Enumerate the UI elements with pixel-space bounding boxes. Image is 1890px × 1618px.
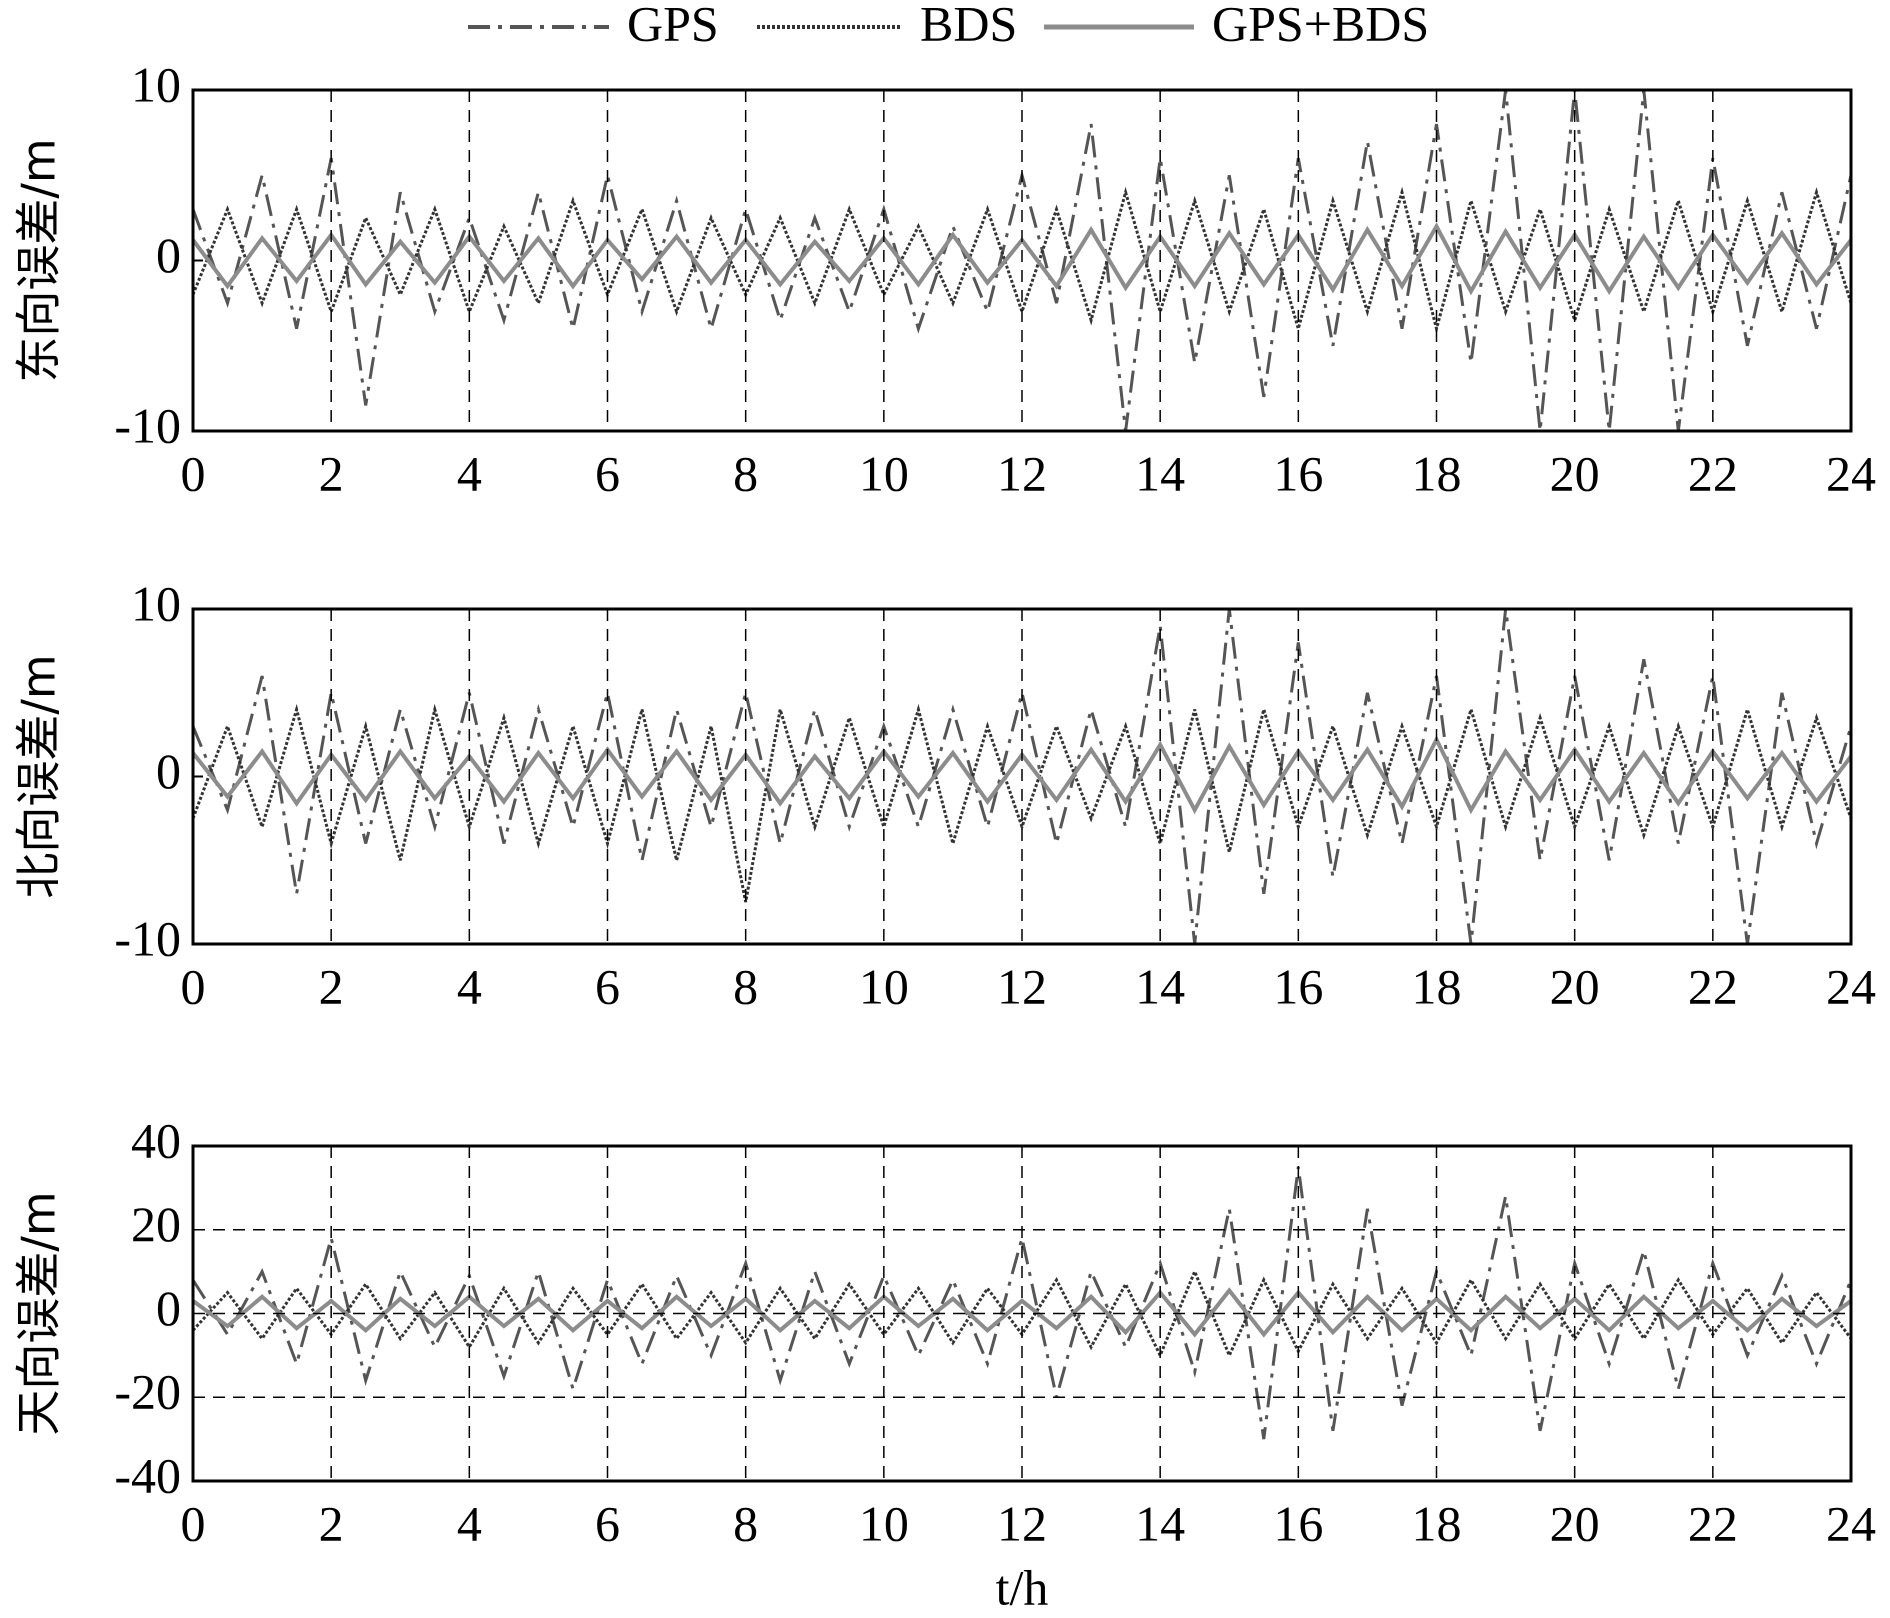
- x-tick-label: 2: [319, 958, 344, 1014]
- x-tick-label: 8: [733, 1495, 758, 1551]
- plot-frame: [191, 1144, 1853, 1483]
- x-tick-label: 0: [181, 958, 206, 1014]
- x-tick-label: 14: [1135, 1495, 1185, 1551]
- x-tick-label: 10: [859, 445, 909, 501]
- x-tick-label: 4: [457, 1495, 482, 1551]
- y-tick-label: -10: [114, 910, 181, 966]
- x-tick-label: 20: [1550, 958, 1600, 1014]
- x-tick-label: 22: [1688, 1495, 1738, 1551]
- x-tick-label: 8: [733, 445, 758, 501]
- x-tick-label: 4: [457, 958, 482, 1014]
- y-tick-label: -20: [114, 1364, 181, 1420]
- x-tick-label: 12: [997, 1495, 1047, 1551]
- x-tick-label: 2: [319, 1495, 344, 1551]
- y-tick-label: -10: [114, 397, 181, 453]
- plot-frame: [191, 88, 1853, 433]
- legend-label: BDS: [920, 0, 1017, 51]
- y-axis-label: 天向误差/m: [12, 1191, 66, 1435]
- x-tick-label: 10: [859, 1495, 909, 1551]
- x-tick-label: 6: [595, 958, 620, 1014]
- x-tick-label: 4: [457, 445, 482, 501]
- x-tick-label: 12: [997, 958, 1047, 1014]
- y-axis-label: 北向误差/m: [12, 654, 66, 898]
- x-tick-label: 6: [595, 445, 620, 501]
- x-tick-label: 16: [1273, 1495, 1323, 1551]
- y-axis-label: 东向误差/m: [12, 138, 66, 382]
- x-tick-label: 18: [1412, 445, 1462, 501]
- x-tick-label: 6: [595, 1495, 620, 1551]
- x-tick-label: 2: [319, 445, 344, 501]
- x-tick-label: 24: [1826, 958, 1876, 1014]
- x-tick-label: 10: [859, 958, 909, 1014]
- x-tick-label: 0: [181, 445, 206, 501]
- x-tick-label: 14: [1135, 958, 1185, 1014]
- x-tick-label: 24: [1826, 1495, 1876, 1551]
- series-line: [193, 703, 1851, 903]
- x-tick-label: 12: [997, 445, 1047, 501]
- x-tick-label: 20: [1550, 1495, 1600, 1551]
- y-tick-label: 40: [131, 1112, 181, 1168]
- plot-frame: [191, 607, 1853, 946]
- x-tick-label: 14: [1135, 445, 1185, 501]
- x-tick-label: 22: [1688, 445, 1738, 501]
- x-tick-label: 8: [733, 958, 758, 1014]
- y-tick-label: 10: [131, 575, 181, 631]
- x-tick-label: 18: [1412, 958, 1462, 1014]
- x-tick-label: 22: [1688, 958, 1738, 1014]
- x-tick-label: 20: [1550, 445, 1600, 501]
- x-tick-label: 24: [1826, 445, 1876, 501]
- legend-label: GPS: [627, 0, 719, 51]
- y-tick-label: 20: [131, 1196, 181, 1252]
- x-tick-label: 16: [1273, 958, 1323, 1014]
- x-axis-label: t/h: [996, 1559, 1049, 1615]
- x-tick-label: 18: [1412, 1495, 1462, 1551]
- y-tick-label: 10: [131, 56, 181, 112]
- x-tick-label: 0: [181, 1495, 206, 1551]
- y-tick-label: 0: [156, 743, 181, 799]
- y-tick-label: 0: [156, 1280, 181, 1336]
- y-tick-label: -40: [114, 1447, 181, 1503]
- legend-label: GPS+BDS: [1212, 0, 1429, 51]
- y-tick-label: 0: [156, 227, 181, 283]
- x-tick-label: 16: [1273, 445, 1323, 501]
